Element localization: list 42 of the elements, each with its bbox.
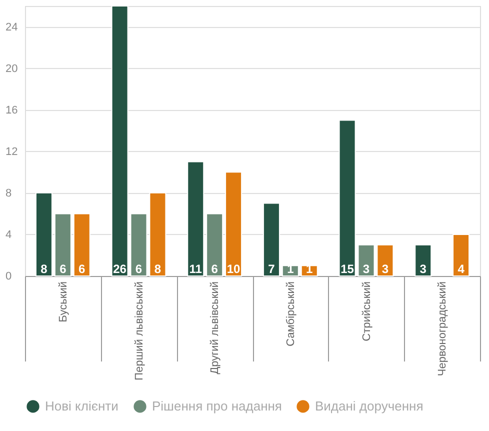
y-tick-label: 4: [6, 228, 12, 241]
data-label: 15: [340, 262, 354, 276]
data-label: 3: [362, 262, 370, 276]
data-label: 11: [189, 262, 202, 276]
y-tick-label: 16: [6, 104, 18, 116]
bar: [452, 234, 470, 276]
data-label: 7: [268, 262, 276, 276]
data-label: 6: [78, 262, 86, 276]
bar: [338, 120, 356, 276]
bar: [262, 202, 280, 276]
data-label: 3: [382, 262, 389, 276]
legend-label: Рішення про надання: [152, 398, 282, 414]
bar: [206, 213, 224, 276]
x-tick-label: Другий львівський: [209, 282, 222, 374]
y-tick-label: 0: [6, 270, 12, 282]
data-label: 8: [40, 262, 48, 276]
data-label: 6: [60, 262, 67, 276]
bar: [35, 192, 52, 276]
bar: [111, 6, 128, 276]
bar: [73, 213, 90, 276]
legend-label: Нові клієнти: [45, 398, 118, 414]
bar: [225, 172, 242, 276]
bar: [187, 161, 204, 276]
bar: [414, 244, 432, 276]
data-label: 3: [420, 262, 427, 276]
data-label: 8: [154, 262, 162, 276]
data-label: 4: [458, 262, 465, 276]
y-tick-label: 12: [6, 146, 18, 158]
x-tick-label: Червоноградський: [436, 282, 449, 376]
x-tick-label: Перший львівський: [133, 282, 146, 380]
legend-label: Видані доручення: [315, 398, 424, 414]
y-tick-label: 24: [6, 21, 18, 34]
y-tick-label: 20: [6, 62, 18, 75]
data-label: 10: [226, 262, 241, 276]
y-tick-label: 8: [6, 187, 12, 200]
data-label: 6: [135, 262, 142, 276]
x-tick-label: Буський: [57, 282, 70, 322]
data-label: 26: [113, 262, 127, 276]
data-label: 6: [211, 262, 218, 276]
x-tick-label: Самбірський: [284, 282, 297, 346]
x-tick-label: Стрийський: [360, 282, 373, 342]
bar: [54, 213, 72, 276]
